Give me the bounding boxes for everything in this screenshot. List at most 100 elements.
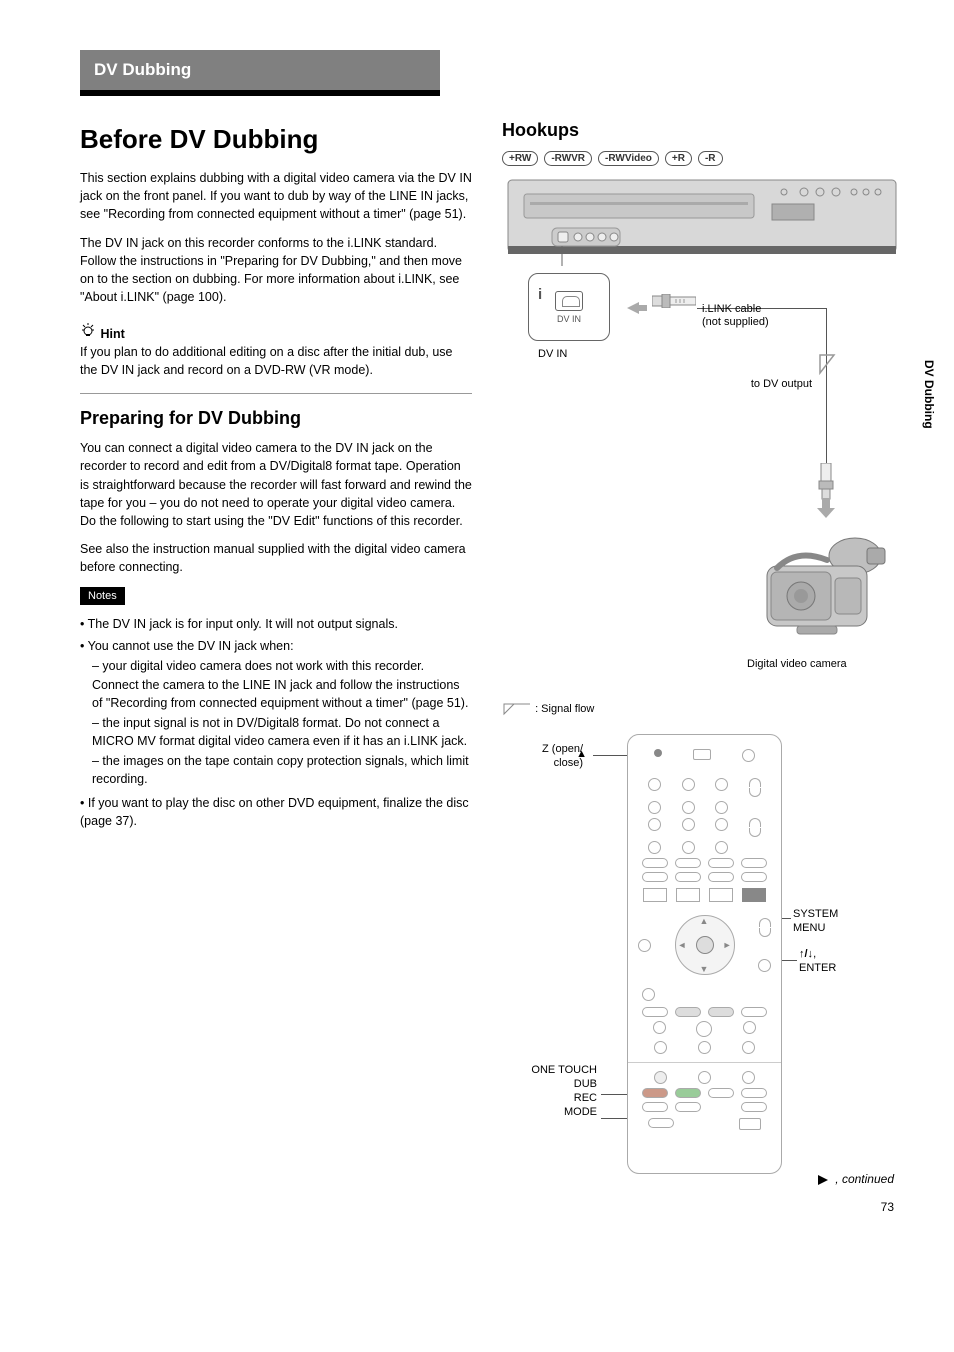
- prep-para-1: You can connect a digital video camera t…: [80, 439, 472, 530]
- side-tab-text: DV Dubbing: [922, 360, 936, 429]
- display-button[interactable]: [693, 749, 711, 760]
- transport-button[interactable]: [742, 1041, 755, 1054]
- dv-output-label: to DV output: [712, 378, 812, 390]
- signal-flow-legend: : Signal flow: [502, 702, 894, 716]
- intro-para-2: The DV IN jack on this recorder conforms…: [80, 234, 472, 307]
- note-2b: – the input signal is not in DV/Digital8…: [92, 714, 472, 750]
- pill-button[interactable]: [648, 1118, 674, 1128]
- disc-badge: -RWVR: [544, 151, 592, 166]
- pill-button[interactable]: [741, 1007, 767, 1017]
- transport-button[interactable]: [743, 1021, 756, 1034]
- note-3: • If you want to play the disc on other …: [80, 794, 472, 830]
- rec-mode-button[interactable]: [642, 1102, 668, 1112]
- num-button[interactable]: [648, 778, 661, 791]
- num-button[interactable]: [682, 801, 695, 814]
- num-button[interactable]: [682, 841, 695, 854]
- rocker-button[interactable]: [749, 818, 761, 837]
- disc-badges: +RW -RWVR -RWVideo +R -R: [502, 151, 894, 166]
- disc-badge: -RWVideo: [598, 151, 659, 166]
- camcorder-icon: [757, 528, 887, 653]
- system-menu-button[interactable]: [742, 888, 766, 902]
- rec-button[interactable]: [654, 1071, 667, 1084]
- page-number: 73: [881, 1200, 894, 1214]
- hookups-heading: Hookups: [502, 120, 894, 141]
- pill-button[interactable]: [675, 872, 701, 882]
- label-rec-mode: REC MODE: [529, 1092, 597, 1120]
- pill-button[interactable]: [675, 858, 701, 868]
- dvd-recorder-icon: [502, 178, 902, 268]
- rect-button[interactable]: [643, 888, 667, 902]
- pill-button[interactable]: [675, 1102, 701, 1112]
- num-button[interactable]: [648, 841, 661, 854]
- note-2-pre: • You cannot use the DV IN jack when:: [80, 637, 472, 655]
- arrow-down-icon: [817, 498, 835, 524]
- sub-heading: Preparing for DV Dubbing: [80, 408, 472, 429]
- num-button[interactable]: [682, 778, 695, 791]
- pill-button[interactable]: [708, 1007, 734, 1017]
- num-button[interactable]: [682, 818, 695, 831]
- num-button[interactable]: [715, 841, 728, 854]
- pill-button[interactable]: [642, 858, 668, 868]
- transport-button[interactable]: [698, 1041, 711, 1054]
- hookup-diagram: i DV IN DV IN i.LINK cable (not supplied…: [502, 178, 894, 698]
- rocker-button[interactable]: [758, 918, 771, 937]
- enter-button[interactable]: [696, 936, 714, 954]
- ilink-plug-icon: [652, 294, 696, 308]
- label-system-menu: SYSTEM MENU: [793, 908, 838, 936]
- pill-button[interactable]: [741, 1088, 767, 1098]
- pill-button[interactable]: [642, 872, 668, 882]
- label-one-touch-dub: ONE TOUCH DUB: [519, 1064, 597, 1092]
- dpad[interactable]: ▲ ▼ ◄ ►: [670, 910, 740, 980]
- signal-arrow-icon: [818, 353, 836, 380]
- num-button[interactable]: [648, 818, 661, 831]
- note-1: • The DV IN jack is for input only. It w…: [80, 615, 472, 633]
- pill-button[interactable]: [708, 858, 734, 868]
- divider: [80, 393, 472, 394]
- transport-button[interactable]: [653, 1021, 666, 1034]
- disc-badge: +RW: [502, 151, 538, 166]
- continued-marker: , continued: [818, 1172, 894, 1186]
- arrow-left-icon: [627, 298, 647, 321]
- pill-button[interactable]: [642, 1007, 668, 1017]
- eject-button[interactable]: [654, 749, 662, 757]
- intro-para-1: This section explains dubbing with a dig…: [80, 169, 472, 223]
- rec-button[interactable]: [742, 1071, 755, 1084]
- rect-button[interactable]: [709, 888, 733, 902]
- note-2c: – the images on the tape contain copy pr…: [92, 752, 472, 788]
- num-button[interactable]: [715, 778, 728, 791]
- num-button[interactable]: [715, 801, 728, 814]
- pill-button[interactable]: [708, 1088, 734, 1098]
- label-updown-enter: ↑/↓,ENTER: [799, 948, 836, 976]
- color-button[interactable]: [675, 1088, 701, 1098]
- side-button[interactable]: [642, 988, 655, 1001]
- hint-text: If you plan to do additional editing on …: [80, 343, 472, 379]
- section-banner: DV Dubbing: [80, 50, 440, 96]
- side-button[interactable]: [758, 959, 771, 972]
- transport-button[interactable]: [696, 1021, 712, 1037]
- rec-button[interactable]: [698, 1071, 711, 1084]
- camcorder-label: Digital video camera: [747, 658, 847, 670]
- power-button[interactable]: [742, 749, 755, 762]
- num-button[interactable]: [648, 801, 661, 814]
- pill-button[interactable]: [741, 858, 767, 868]
- signal-flow-icon: [502, 702, 532, 716]
- bottom-rect-button[interactable]: [739, 1118, 761, 1130]
- left-column: Before DV Dubbing This section explains …: [80, 114, 472, 1194]
- notes-badge: Notes: [80, 587, 125, 605]
- rocker-button[interactable]: [749, 778, 761, 797]
- side-button[interactable]: [638, 939, 651, 952]
- transport-button[interactable]: [654, 1041, 667, 1054]
- dvin-caption: DV IN: [538, 348, 567, 360]
- disc-badge: +R: [665, 151, 692, 166]
- note-2a: – your digital video camera does not wor…: [92, 657, 472, 711]
- pill-button[interactable]: [741, 872, 767, 882]
- main-heading: Before DV Dubbing: [80, 124, 472, 155]
- num-button[interactable]: [715, 818, 728, 831]
- pill-button[interactable]: [675, 1007, 701, 1017]
- cable-label: i.LINK cable (not supplied): [702, 303, 769, 329]
- hint-icon: [80, 322, 96, 341]
- pill-button[interactable]: [708, 872, 734, 882]
- one-touch-dub-button[interactable]: [642, 1088, 668, 1098]
- rect-button[interactable]: [676, 888, 700, 902]
- pill-button[interactable]: [741, 1102, 767, 1112]
